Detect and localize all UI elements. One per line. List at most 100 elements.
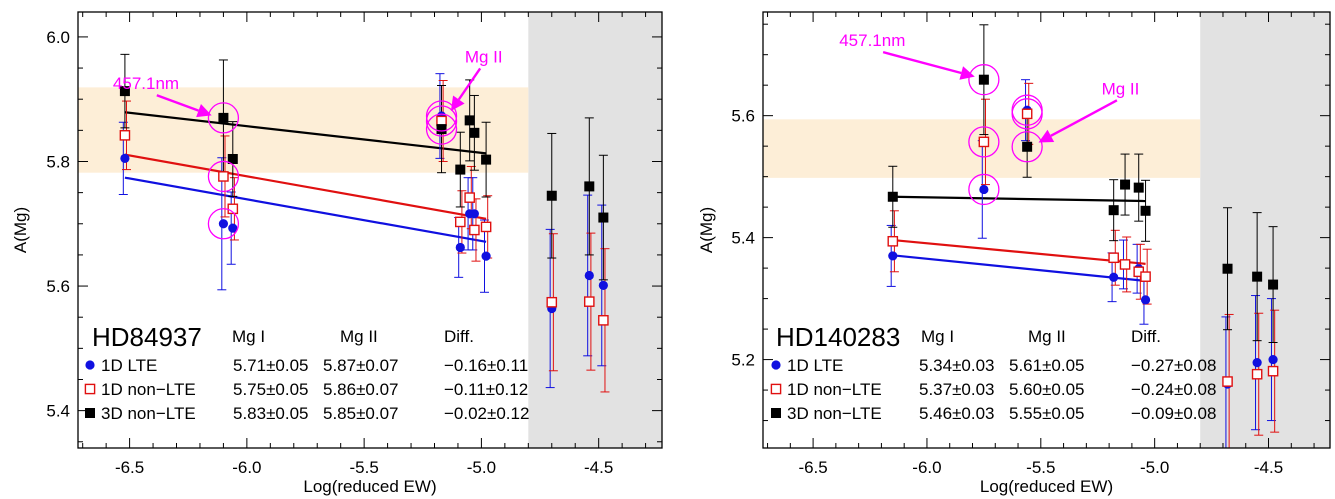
legend-label: 3D non−LTE bbox=[787, 404, 882, 423]
legend-label: 1D non−LTE bbox=[101, 380, 196, 399]
data-point bbox=[480, 221, 492, 233]
shaded-region bbox=[1200, 12, 1330, 448]
data-point bbox=[455, 242, 465, 253]
data-point bbox=[481, 251, 491, 261]
shaded-region bbox=[528, 12, 662, 448]
table-header: Mg II bbox=[340, 327, 378, 346]
legend-marker bbox=[771, 360, 781, 370]
axes-frame bbox=[762, 11, 1331, 449]
y-axis-label: A(Mg) bbox=[697, 207, 716, 253]
annotation-arrowhead bbox=[196, 103, 212, 118]
data-point bbox=[469, 224, 480, 236]
table-value: 5.34±0.03 bbox=[919, 356, 995, 375]
highlight-circle bbox=[425, 113, 458, 145]
y-tick-label: 5.4 bbox=[731, 229, 755, 248]
data-point bbox=[1108, 252, 1119, 264]
data-point bbox=[1222, 263, 1233, 274]
data-point bbox=[120, 153, 130, 163]
annotation-arrow bbox=[1050, 99, 1118, 137]
fit-line-1 bbox=[892, 238, 1146, 265]
fit-line-0 bbox=[892, 254, 1146, 283]
star-name: HD84937 bbox=[92, 322, 202, 352]
y-tick-label: 5.8 bbox=[46, 152, 70, 171]
table-value: 5.37±0.03 bbox=[919, 380, 995, 399]
highlight-circle bbox=[1011, 131, 1043, 163]
table-value: 5.85±0.07 bbox=[323, 404, 399, 423]
plot-area bbox=[763, 12, 1330, 448]
table-value: −0.16±0.11 bbox=[444, 356, 528, 375]
highlight-circle bbox=[207, 102, 240, 134]
data-point bbox=[1268, 354, 1278, 365]
data-point bbox=[546, 296, 558, 308]
x-tick-label: -5.5 bbox=[349, 458, 378, 477]
x-tick-label: -5.0 bbox=[467, 458, 496, 477]
legend-label: 1D non−LTE bbox=[787, 380, 882, 399]
table-value: 5.75±0.05 bbox=[233, 380, 309, 399]
annotation-label: Mg II bbox=[1102, 79, 1140, 98]
data-point bbox=[598, 212, 609, 223]
data-point bbox=[469, 209, 479, 219]
data-point bbox=[1252, 358, 1262, 368]
table-value: −0.24±0.08 bbox=[1131, 380, 1216, 399]
x-tick-label: -6.0 bbox=[232, 458, 261, 477]
legend-label: 3D non−LTE bbox=[101, 404, 196, 423]
data-point bbox=[978, 74, 989, 85]
y-axis-label: A(Mg) bbox=[11, 207, 30, 253]
x-tick-label: -5.5 bbox=[1026, 458, 1055, 477]
table-value: 5.55±0.05 bbox=[1009, 404, 1085, 423]
data-point bbox=[1140, 271, 1151, 282]
data-point bbox=[979, 184, 989, 195]
axes-frame bbox=[77, 11, 663, 449]
table-value: −0.11±0.12 bbox=[444, 380, 528, 399]
legend-marker bbox=[771, 408, 781, 418]
highlight-circle bbox=[425, 105, 458, 137]
data-point bbox=[546, 190, 557, 201]
data-point bbox=[218, 112, 229, 123]
data-point bbox=[464, 115, 475, 126]
legend-marker bbox=[85, 360, 95, 370]
highlight-circle bbox=[1011, 98, 1043, 130]
table-value: 5.83±0.05 bbox=[233, 404, 309, 423]
data-point bbox=[481, 154, 492, 165]
legend-label: 1D LTE bbox=[101, 356, 157, 375]
legend-marker bbox=[84, 383, 96, 395]
y-tick-label: 5.2 bbox=[731, 351, 755, 370]
legend-marker bbox=[770, 383, 782, 395]
table-value: 5.87±0.07 bbox=[323, 356, 399, 375]
data-point bbox=[1267, 365, 1279, 377]
data-point bbox=[1120, 179, 1131, 190]
data-point bbox=[1222, 376, 1233, 387]
y-tick-label: 5.6 bbox=[46, 277, 70, 296]
data-point bbox=[119, 130, 131, 141]
data-point bbox=[1022, 141, 1033, 152]
annotation-arrowhead bbox=[450, 95, 465, 112]
data-point bbox=[1119, 259, 1131, 270]
data-point bbox=[978, 136, 990, 148]
data-point bbox=[1251, 368, 1263, 380]
data-point bbox=[1140, 295, 1151, 305]
x-tick-label: -4.5 bbox=[584, 458, 613, 477]
fit-line-2 bbox=[892, 195, 1146, 203]
annotation-label: 457.1nm bbox=[839, 31, 905, 50]
table-header: Diff. bbox=[1131, 327, 1161, 346]
data-point bbox=[1140, 205, 1151, 216]
data-point bbox=[469, 127, 480, 138]
table-value: −0.27±0.08 bbox=[1131, 356, 1216, 375]
x-tick-label: -6.5 bbox=[798, 458, 827, 477]
data-point bbox=[598, 315, 609, 326]
data-point bbox=[228, 223, 238, 233]
data-point bbox=[1108, 205, 1119, 216]
x-axis-label: Log(reduced EW) bbox=[980, 477, 1113, 496]
fit-line-1 bbox=[124, 153, 487, 220]
data-point bbox=[464, 192, 475, 203]
data-point bbox=[598, 280, 608, 291]
data-point bbox=[227, 153, 238, 164]
x-tick-label: -4.5 bbox=[1254, 458, 1283, 477]
fit-line-0 bbox=[124, 176, 487, 243]
fit-line-2 bbox=[124, 111, 487, 155]
y-tick-label: 6.0 bbox=[46, 28, 70, 47]
table-value: 5.86±0.07 bbox=[323, 380, 399, 399]
x-tick-label: -5.0 bbox=[1140, 458, 1169, 477]
mean-band bbox=[763, 119, 1201, 178]
annotation-label: Mg II bbox=[465, 47, 503, 66]
